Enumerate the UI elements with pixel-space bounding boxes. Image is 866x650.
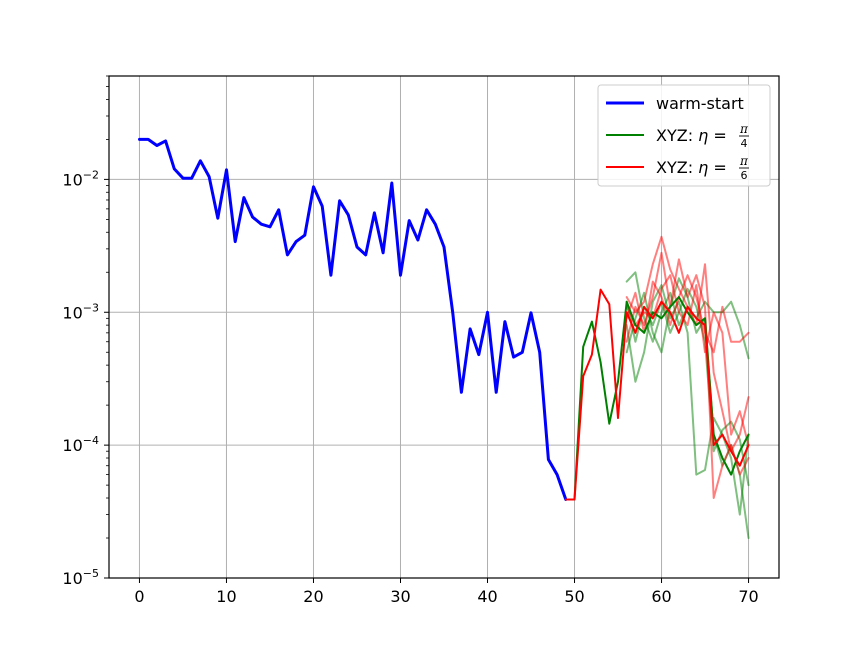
series-line-2 (564, 288, 750, 501)
x-tick-label: 0 (134, 587, 144, 606)
series-layer (138, 137, 750, 539)
y-tick-label: 10−2 (62, 168, 99, 189)
x-tick-label: 10 (216, 587, 236, 606)
x-tick-label: 60 (651, 587, 671, 606)
legend-box (597, 84, 771, 187)
x-tick-label: 50 (564, 587, 584, 606)
legend-label: XYZ: η = (656, 158, 727, 177)
series-line-0 (138, 137, 568, 501)
legend-frac-num: π (739, 154, 749, 168)
x-tick-label: 70 (738, 587, 758, 606)
y-axis: 10−5 10−4 10−3 10−2 (62, 75, 109, 588)
legend-frac-den: 6 (741, 169, 748, 182)
y-tick-label: 10−3 (62, 301, 99, 322)
y-tick-label: 10−4 (62, 434, 99, 455)
legend-frac-num: π (739, 122, 749, 136)
x-axis: 0 10 20 30 40 50 60 70 (134, 578, 759, 606)
plot-frame (108, 75, 780, 579)
legend-label: XYZ: η = (656, 126, 727, 145)
trial-line-9 (625, 274, 750, 354)
x-tick-label: 30 (390, 587, 410, 606)
legend-frac-den: 4 (741, 137, 748, 150)
series-line-1 (564, 296, 750, 501)
x-tick-label: 40 (477, 587, 497, 606)
y-tick-label: 10−5 (62, 567, 99, 588)
x-tick-label: 20 (303, 587, 323, 606)
trial-line-10 (625, 274, 750, 447)
legend-label: warm-start (656, 94, 744, 113)
